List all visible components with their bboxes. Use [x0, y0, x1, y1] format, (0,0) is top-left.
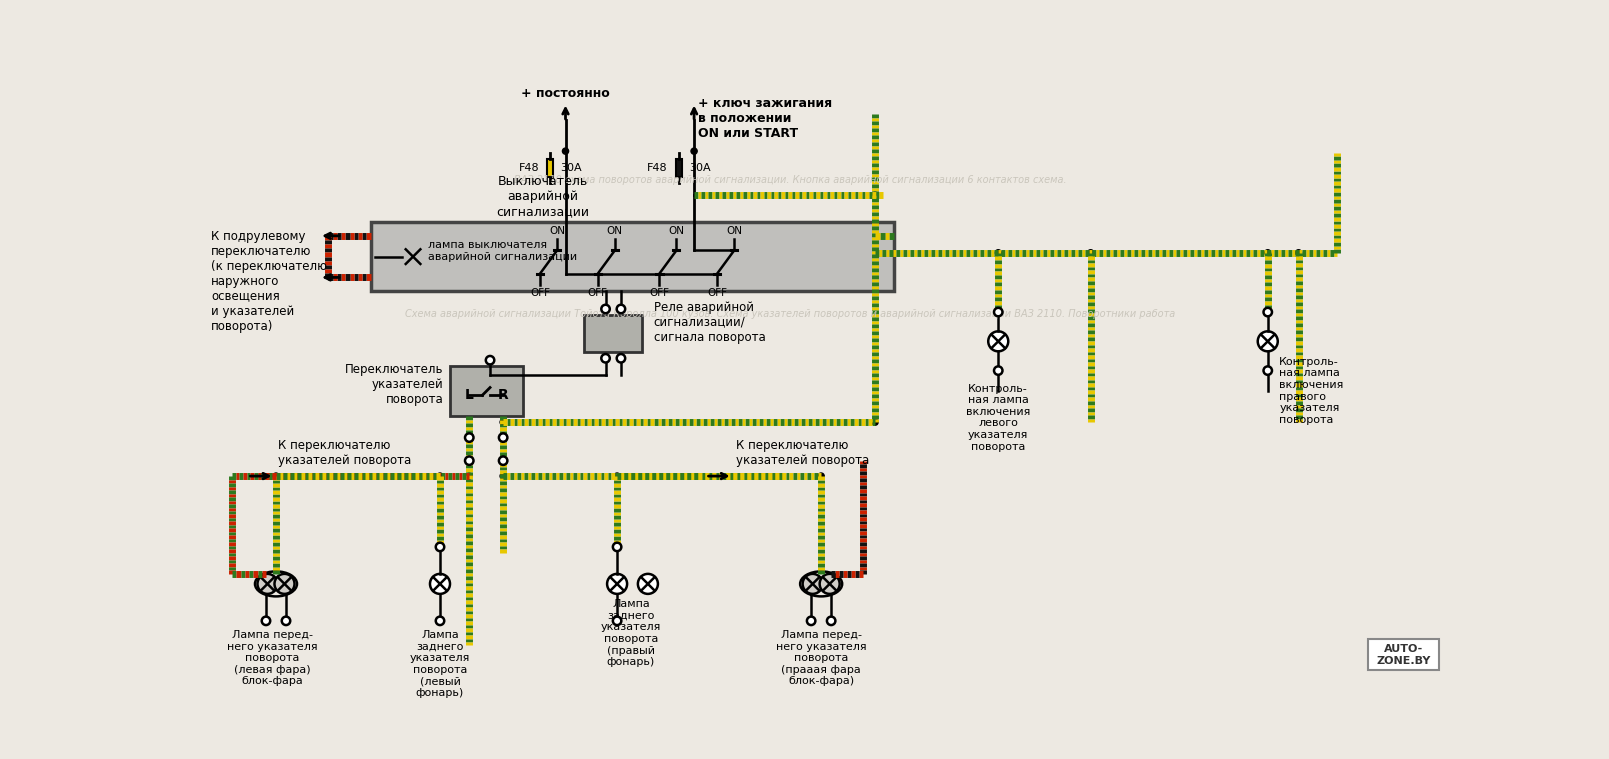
Circle shape — [1265, 250, 1271, 256]
Circle shape — [486, 356, 494, 364]
Circle shape — [500, 392, 507, 398]
Circle shape — [827, 616, 835, 625]
Circle shape — [500, 419, 507, 425]
Circle shape — [436, 616, 444, 625]
Circle shape — [730, 247, 737, 254]
Circle shape — [282, 616, 290, 625]
Text: OFF: OFF — [650, 288, 669, 298]
Circle shape — [994, 367, 1002, 375]
Circle shape — [819, 574, 840, 594]
Text: ON: ON — [668, 226, 684, 236]
Circle shape — [500, 473, 507, 479]
Circle shape — [262, 616, 270, 625]
Text: Контроль-
ная лампа
включения
правого
указателя
поворота: Контроль- ная лампа включения правого ук… — [1279, 357, 1344, 425]
Circle shape — [616, 354, 626, 363]
Text: R: R — [497, 389, 508, 402]
Circle shape — [602, 354, 610, 363]
Text: Лампа перед-
него указателя
поворота
(прааая фара
блок-фара): Лампа перед- него указателя поворота (пр… — [776, 630, 867, 686]
Text: Лампа перед-
него указателя
поворота
(левая фара)
блок-фара: Лампа перед- него указателя поворота (ле… — [227, 630, 317, 686]
Text: ON: ON — [607, 226, 623, 236]
Circle shape — [402, 246, 423, 267]
Circle shape — [690, 148, 697, 154]
Bar — [1368, 639, 1438, 670]
Text: Переключатель
указателей
поворота: Переключатель указателей поворота — [344, 363, 444, 405]
Text: К переключателю
указателей поворота: К переключателю указателей поворота — [278, 439, 412, 467]
Circle shape — [465, 433, 473, 442]
Circle shape — [465, 456, 473, 465]
Text: OFF: OFF — [529, 288, 550, 298]
Text: ВАЗ 2110 схема поворотов аварийной сигнализации. Кнопка аварийной сигнализации 6: ВАЗ 2110 схема поворотов аварийной сигна… — [513, 175, 1067, 184]
Circle shape — [467, 392, 473, 398]
Circle shape — [563, 148, 568, 154]
Circle shape — [275, 574, 294, 594]
Circle shape — [872, 233, 879, 239]
Text: OFF: OFF — [708, 288, 727, 298]
Circle shape — [499, 456, 507, 465]
Circle shape — [438, 473, 442, 479]
Circle shape — [806, 616, 816, 625]
Text: OFF: OFF — [587, 288, 608, 298]
Bar — [370, 222, 895, 291]
Text: + ключ зажигания
в положении
ON или START: + ключ зажигания в положении ON или STAR… — [698, 97, 832, 140]
Circle shape — [602, 305, 610, 313]
Circle shape — [595, 270, 600, 276]
Bar — [547, 159, 553, 178]
Circle shape — [257, 574, 277, 594]
Text: F48: F48 — [518, 163, 539, 173]
Circle shape — [613, 543, 621, 551]
Circle shape — [714, 270, 721, 276]
Circle shape — [1263, 308, 1273, 317]
Circle shape — [994, 308, 1002, 317]
Circle shape — [499, 433, 507, 442]
Text: К переключателю
указателей поворота: К переключателю указателей поворота — [737, 439, 870, 467]
Circle shape — [817, 473, 824, 479]
Text: 30A: 30A — [560, 163, 582, 173]
Circle shape — [872, 192, 879, 198]
Circle shape — [637, 574, 658, 594]
Circle shape — [274, 473, 278, 479]
Circle shape — [563, 270, 568, 276]
Circle shape — [996, 250, 1001, 256]
Circle shape — [537, 270, 544, 276]
Circle shape — [803, 574, 822, 594]
Bar — [676, 159, 682, 178]
Bar — [449, 367, 523, 417]
Text: К подрулевому
переключателю
(к переключателю
наружного
освещения
и указателей
по: К подрулевому переключателю (к переключа… — [211, 230, 327, 332]
Circle shape — [436, 543, 444, 551]
Circle shape — [673, 247, 679, 254]
Text: Контроль-
ная лампа
включения
левого
указателя
поворота: Контроль- ная лампа включения левого ука… — [965, 384, 1030, 452]
Circle shape — [613, 616, 621, 625]
Circle shape — [616, 305, 626, 313]
Text: Лампа
заднего
указателя
поворота
(левый
фонарь): Лампа заднего указателя поворота (левый … — [410, 630, 470, 698]
Text: F48: F48 — [647, 163, 668, 173]
Circle shape — [615, 473, 619, 479]
Circle shape — [430, 574, 451, 594]
Bar — [584, 315, 642, 352]
Circle shape — [607, 574, 628, 594]
Circle shape — [1295, 250, 1302, 256]
Circle shape — [872, 419, 879, 425]
Circle shape — [611, 247, 618, 254]
Circle shape — [656, 270, 663, 276]
Circle shape — [467, 473, 473, 479]
Circle shape — [872, 250, 879, 256]
Text: лампа выключателя
аварийной сигнализации: лампа выключателя аварийной сигнализации — [428, 241, 578, 262]
Circle shape — [1258, 332, 1278, 351]
Text: AUTO-
ZONE.BY: AUTO- ZONE.BY — [1376, 644, 1430, 666]
Circle shape — [988, 332, 1009, 351]
Text: Реле аварийной
сигнализации/
сигнала поворота: Реле аварийной сигнализации/ сигнала пов… — [653, 301, 766, 344]
Text: + постоянно: + постоянно — [521, 87, 610, 100]
Text: Схема аварийной сигнализации Тойота Королла 100 кузов. Схема указателей поворото: Схема аварийной сигнализации Тойота Коро… — [405, 310, 1176, 320]
Circle shape — [553, 247, 560, 254]
Text: L: L — [465, 389, 473, 402]
Circle shape — [1263, 367, 1273, 375]
Text: Лампа
заднего
указателя
поворота
(правый
фонарь): Лампа заднего указателя поворота (правый… — [600, 600, 661, 667]
Text: Выключатель
аварийной
сигнализации: Выключатель аварийной сигнализации — [496, 175, 589, 218]
Text: ON: ON — [549, 226, 565, 236]
Circle shape — [1088, 250, 1094, 256]
Text: 30A: 30A — [689, 163, 710, 173]
Text: ON: ON — [726, 226, 742, 236]
